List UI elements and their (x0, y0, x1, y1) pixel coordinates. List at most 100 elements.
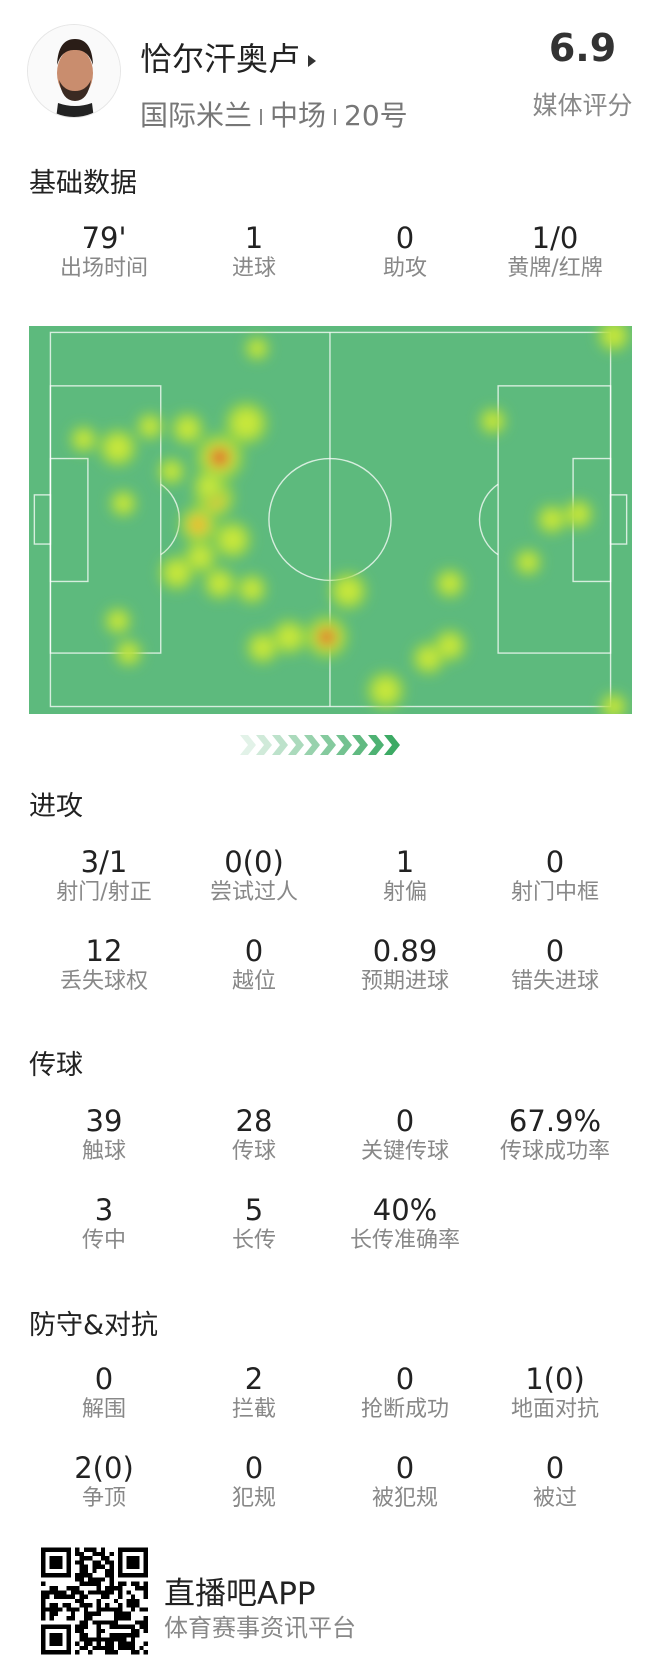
stat-value: 3/1 (80, 845, 128, 879)
stat-basic: 79' 出场时间 (29, 222, 179, 284)
stat-value: 1 (395, 845, 415, 879)
chevron-right-icon (352, 735, 368, 755)
stat-label: 丢失球权 (59, 969, 148, 994)
section-title-basic: 基础数据 (29, 168, 137, 199)
player-number: 20号 (344, 99, 408, 132)
heat-spot (190, 546, 211, 568)
stat-value: 1/0 (531, 221, 579, 255)
player-position: 中场 (270, 99, 327, 132)
stat-value: 67.9% (508, 1104, 602, 1138)
stat-basic: 0 助攻 (330, 222, 480, 284)
heat-spot (242, 579, 262, 599)
defense-stats: 0 解围 2 拦截 0 抢断成功 1(0) 地面对抗 2(0) 争顶 0 犯规 0 被犯规 0 被过 (0, 1363, 660, 1523)
stat-label: 出场时间 (59, 256, 148, 281)
stat-defense: 1(0) 地面对抗 (480, 1363, 630, 1425)
stat-attack: 0.89 预期进球 (330, 935, 480, 997)
player-avatar[interactable] (27, 24, 121, 118)
chevron-right-icon (288, 735, 304, 755)
stat-value: 40% (372, 1193, 438, 1227)
section-title-defense: 防守&对抗 (29, 1310, 159, 1341)
stat-value: 1(0) (525, 1362, 585, 1396)
stat-label: 预期进球 (360, 969, 449, 994)
heat-spot (211, 449, 228, 466)
stat-label: 抢断成功 (360, 1397, 449, 1422)
stat-attack: 12 丢失球权 (29, 935, 179, 997)
heat-spot (232, 409, 261, 437)
stat-label: 传球 (231, 1139, 276, 1164)
stat-defense: 0 犯规 (179, 1452, 329, 1514)
heat-spot (440, 574, 460, 594)
player-info: 国际米兰 中场 20号 (140, 94, 408, 134)
stat-value: 0(0) (224, 845, 284, 879)
stat-passing: 67.9% 传球成功率 (480, 1105, 630, 1167)
stat-defense: 2 拦截 (179, 1363, 329, 1425)
chevron-right-icon (384, 735, 400, 755)
team-name: 国际米兰 (140, 99, 253, 132)
rating-label: 媒体评分 (532, 91, 633, 120)
attack-stats: 3/1 射门/射正 0(0) 尝试过人 1 射偏 0 射门中框 12 丢失球权 0 越位 0.89 预期进… (0, 846, 660, 1006)
heat-spot (162, 462, 181, 480)
stat-defense: 0 解围 (29, 1363, 179, 1425)
heat-spot (141, 417, 159, 436)
heat-spot (177, 418, 198, 439)
player-name-link[interactable]: 恰尔汗奥卢 (140, 34, 317, 80)
app-slogan: 体育赛事资讯平台 (164, 1614, 356, 1642)
heat-spot (605, 697, 623, 716)
passing-stats: 39 触球 28 传球 0 关键传球 67.9% 传球成功率 3 传中 5 长传 40% 长传准确率 (0, 1105, 660, 1265)
heat-spot (249, 340, 265, 357)
chevrons-right-icon (240, 735, 400, 755)
heat-spot (519, 553, 537, 571)
stat-value: 2(0) (74, 1451, 134, 1485)
stat-label: 长传 (231, 1228, 276, 1253)
qr-code-icon[interactable] (41, 1547, 148, 1655)
stat-label: 黄牌/红牌 (507, 256, 603, 281)
stat-label: 争顶 (81, 1486, 126, 1511)
stat-value: 3 (94, 1193, 114, 1227)
stat-value: 0 (545, 845, 565, 879)
stat-defense: 2(0) 争顶 (29, 1452, 179, 1514)
stat-label: 错失进球 (510, 969, 599, 994)
stat-value: 28 (235, 1104, 273, 1138)
stat-passing: 5 长传 (179, 1194, 329, 1256)
stat-value: 0 (395, 221, 415, 255)
heat-spot (114, 494, 132, 512)
heat-spot (336, 579, 361, 604)
chevron-right-icon (240, 735, 256, 755)
stat-label: 触球 (81, 1139, 126, 1164)
stat-value: 0.89 (372, 934, 438, 968)
stat-label: 助攻 (382, 256, 427, 281)
stat-attack: 0 射门中框 (480, 846, 630, 908)
stat-defense: 0 被犯规 (330, 1452, 480, 1514)
caret-right-icon (308, 55, 317, 67)
heat-spot (373, 678, 398, 703)
stat-value: 12 (85, 934, 123, 968)
stat-label: 射门/射正 (56, 880, 152, 905)
stat-label: 地面对抗 (510, 1397, 599, 1422)
rating-value: 6.9 (548, 26, 617, 70)
chevron-right-icon (272, 735, 288, 755)
stat-label: 射偏 (382, 880, 427, 905)
stat-defense: 0 抢断成功 (330, 1363, 480, 1425)
heat-spot (418, 648, 439, 669)
stat-attack: 0(0) 尝试过人 (179, 846, 329, 908)
stat-value: 39 (85, 1104, 123, 1138)
stat-value: 0 (395, 1362, 415, 1396)
heat-spot (542, 510, 562, 529)
stat-label: 拦截 (231, 1397, 276, 1422)
stat-basic: 1 进球 (179, 222, 329, 284)
basic-stats: 79' 出场时间 1 进球 0 助攻 1/0 黄牌/红牌 (0, 222, 660, 302)
stat-value: 0 (395, 1451, 415, 1485)
chevron-right-icon (320, 735, 336, 755)
heatmap-pitch (29, 319, 632, 720)
heat-spot (220, 527, 245, 552)
stat-value: 5 (244, 1193, 264, 1227)
heat-spot (120, 644, 138, 662)
heat-spot (569, 504, 588, 524)
section-title-attack: 进攻 (29, 791, 83, 822)
stat-passing: 3 传中 (29, 1194, 179, 1256)
stat-label: 犯规 (231, 1486, 276, 1511)
section-title-passing: 传球 (29, 1050, 83, 1081)
heat-spot (252, 637, 273, 658)
stat-attack: 1 射偏 (330, 846, 480, 908)
stat-passing: 39 触球 (29, 1105, 179, 1167)
